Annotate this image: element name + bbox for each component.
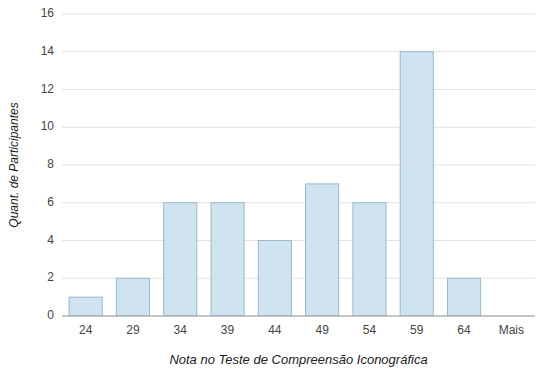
grid-line	[62, 316, 535, 317]
bar	[69, 297, 102, 316]
y-tick-label: 2	[47, 270, 54, 284]
x-tick-label: 59	[410, 323, 424, 337]
x-tick-label: 39	[221, 323, 235, 337]
grid-line	[62, 127, 535, 128]
x-tick-label: 54	[363, 323, 377, 337]
grid-line	[62, 240, 535, 241]
bar	[258, 241, 291, 317]
x-tick-label: 49	[315, 323, 329, 337]
bars	[69, 52, 481, 316]
bar	[211, 203, 244, 316]
x-tick-label: 34	[174, 323, 188, 337]
bar	[400, 52, 433, 316]
x-tick-label: 44	[268, 323, 282, 337]
y-tick-label: 0	[47, 308, 54, 322]
x-tick-label: 64	[457, 323, 471, 337]
y-tick-label: 10	[41, 119, 55, 133]
bar	[116, 278, 149, 316]
y-tick-label: 6	[47, 195, 54, 209]
grid-line	[62, 202, 535, 203]
y-axis: 0 2 4 6 8 10 12 14 16	[41, 6, 55, 322]
y-tick-label: 14	[41, 44, 55, 58]
x-axis: 24 29 34 39 44 49 54 59 64 Mais	[79, 323, 524, 337]
bar	[353, 203, 386, 316]
bar	[447, 278, 480, 316]
grid-line	[62, 165, 535, 166]
y-tick-label: 4	[47, 233, 54, 247]
y-axis-title: Quant. de Participantes	[7, 102, 21, 227]
grid-line	[62, 89, 535, 90]
y-tick-label: 12	[41, 82, 55, 96]
grid	[62, 14, 535, 316]
x-tick-label: Mais	[499, 323, 524, 337]
y-tick-label: 16	[41, 6, 55, 20]
chart: 0246810121416242934394449545964MaisNota …	[0, 0, 550, 387]
x-axis-title: Nota no Teste de Compreensão Iconográfic…	[169, 352, 427, 367]
bar	[164, 203, 197, 316]
grid-line	[62, 14, 535, 15]
x-tick-label: 24	[79, 323, 93, 337]
x-axis-line	[62, 316, 535, 317]
grid-line	[62, 51, 535, 52]
x-tick-label: 29	[126, 323, 140, 337]
bar	[306, 184, 339, 316]
chart-container: 0246810121416242934394449545964MaisNota …	[0, 0, 550, 387]
y-tick-label: 8	[47, 157, 54, 171]
